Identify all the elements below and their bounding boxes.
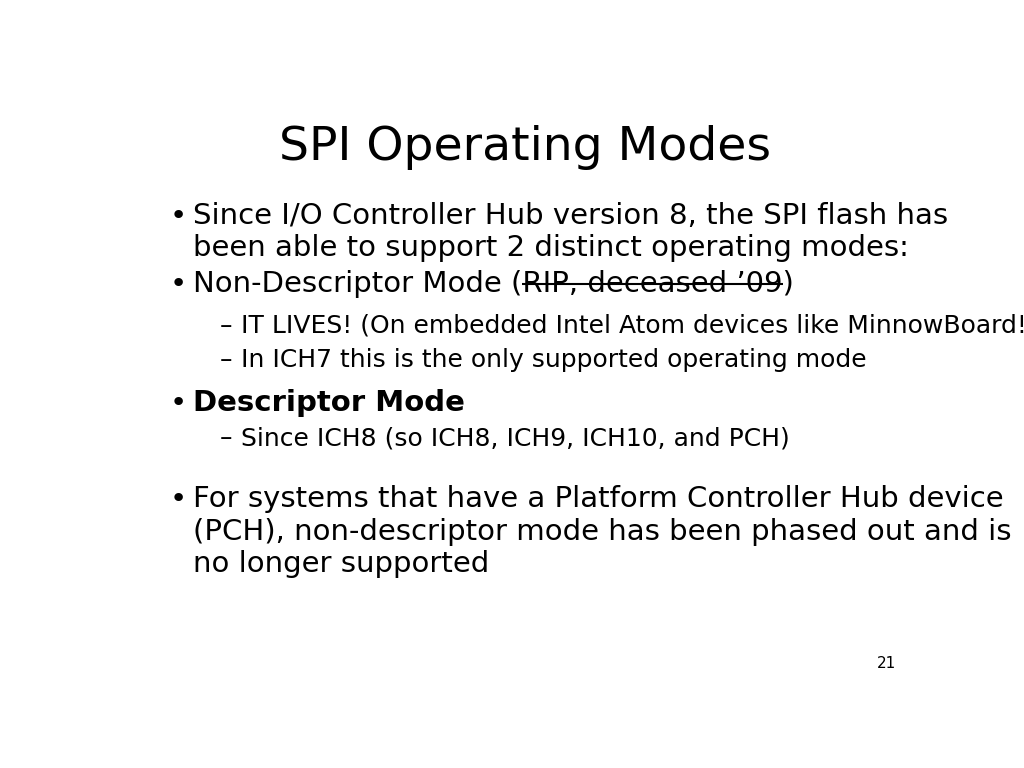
Text: SPI Operating Modes: SPI Operating Modes bbox=[279, 124, 771, 170]
Text: For systems that have a Platform Controller Hub device
(PCH), non-descriptor mod: For systems that have a Platform Control… bbox=[194, 485, 1012, 578]
Text: Descriptor Mode: Descriptor Mode bbox=[194, 389, 465, 417]
Text: •: • bbox=[169, 201, 186, 230]
Text: In ICH7 this is the only supported operating mode: In ICH7 this is the only supported opera… bbox=[241, 348, 866, 372]
Text: Non-Descriptor Mode (RIP, deceased ’09): Non-Descriptor Mode (RIP, deceased ’09) bbox=[194, 270, 794, 297]
Text: Since I/O Controller Hub version 8, the SPI flash has
been able to support 2 dis: Since I/O Controller Hub version 8, the … bbox=[194, 201, 948, 262]
Text: •: • bbox=[169, 389, 186, 417]
Text: –: – bbox=[219, 348, 231, 372]
Text: IT LIVES! (On embedded Intel Atom devices like MinnowBoard!): IT LIVES! (On embedded Intel Atom device… bbox=[241, 314, 1024, 338]
Text: 21: 21 bbox=[877, 656, 896, 670]
Text: Since ICH8 (so ICH8, ICH9, ICH10, and PCH): Since ICH8 (so ICH8, ICH9, ICH10, and PC… bbox=[241, 426, 790, 450]
Text: –: – bbox=[219, 426, 231, 450]
Text: –: – bbox=[219, 314, 231, 338]
Text: •: • bbox=[169, 485, 186, 514]
Text: •: • bbox=[169, 270, 186, 297]
